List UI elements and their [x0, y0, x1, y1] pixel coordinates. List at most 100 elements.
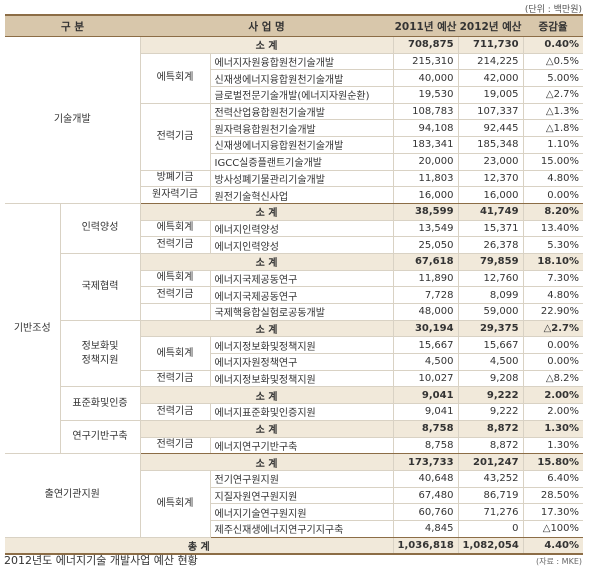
subtotal-label: 소 계	[140, 453, 394, 471]
value-cell: 201,247	[457, 453, 524, 471]
rate-cell: 13.40%	[522, 220, 584, 238]
project-name: 에너지자원정책연구	[209, 353, 394, 371]
value-cell: 1,082,054	[457, 536, 524, 556]
table-row: 기반조성 인력양성 소 계 38,599 41,749 8.20%	[5, 203, 584, 455]
label-line: 전력기금	[156, 239, 194, 251]
table-body: 기술개발 소 계 708,875 711,730 0.40% 에특회계 에너지자원융합원천기…	[5, 36, 584, 556]
project-name: 원전기술혁신사업	[209, 186, 394, 204]
rate-cell: 18.10%	[522, 253, 584, 271]
value-cell: 12,370	[457, 170, 524, 188]
table-row: 원자력융합원천기술개발 94,108 92,445 △1.8%	[5, 119, 584, 138]
project-name: 에너지연구기반구축	[209, 437, 394, 455]
value-cell: 108,783	[392, 103, 459, 121]
rate-cell: △2.7%	[522, 86, 584, 104]
project-name: IGCC실증플랜트기술개발	[209, 153, 394, 171]
label-line: 국제협력	[81, 280, 119, 292]
rate-cell: 17.30%	[522, 503, 584, 521]
project-name: 에너지기술연구원지원	[209, 503, 394, 521]
value-cell: 214,225	[457, 53, 524, 71]
rate-cell: 28.50%	[522, 487, 584, 505]
value-cell: 79,859	[457, 253, 524, 271]
subtotal-label: 소 계	[140, 36, 394, 54]
header-cell: 2011년 예산	[393, 14, 459, 37]
section-cell: 기술개발	[5, 36, 141, 204]
table-row: 표준화및인증 소 계 9,041 9,222 2.00%	[5, 386, 584, 421]
rate-cell: 0.00%	[522, 336, 584, 355]
section-cell: 출연기관지원	[5, 453, 141, 538]
table-row: 국제협력 소 계 67,618 79,859 18.10%	[5, 253, 584, 321]
table-row: 제주신재생에너지연구기지구축 4,845 0 △100%	[5, 520, 584, 538]
account-cell: 에특회계	[140, 53, 211, 104]
rate-cell: 1.30%	[522, 437, 584, 455]
account-cell: 전력기금	[140, 286, 211, 304]
rate-cell: △0.5%	[522, 53, 584, 71]
unit-note: (단위 : 백만원)	[524, 5, 582, 15]
subtotal-label: 소 계	[140, 203, 394, 221]
value-cell: 107,337	[457, 103, 524, 121]
label-line: 기술개발	[53, 113, 91, 125]
value-cell: 11,890	[392, 270, 459, 288]
account-cell: 전력기금	[140, 236, 211, 254]
label-line: 표준화및인증	[72, 397, 128, 409]
rate-cell: △1.3%	[522, 103, 584, 121]
header-cell: 구 분	[5, 14, 141, 37]
account-cell: 에특회계	[140, 336, 211, 371]
value-cell: 41,749	[457, 203, 524, 221]
rate-cell: 6.40%	[522, 470, 584, 488]
value-cell: 86,719	[457, 487, 524, 505]
table-row: 에특회계 에너지정보화및정책지원 15,667 15,667 0.00%	[5, 336, 584, 371]
table-row: 기술개발 소 계 708,875 711,730 0.40%	[5, 36, 584, 204]
value-cell: 30,194	[392, 320, 459, 338]
value-cell: 708,875	[392, 36, 459, 54]
table-row: 전력기금 에너지국제공동연구 7,728 8,099 4.80%	[5, 286, 584, 304]
value-cell: 16,000	[392, 186, 459, 204]
table-row: 지질자원연구원지원 67,480 86,719 28.50%	[5, 487, 584, 505]
rate-cell: △100%	[522, 520, 584, 538]
label-line: 에특회계	[156, 72, 194, 84]
rate-cell: △1.8%	[522, 119, 584, 138]
table-row: 방폐기금 방사성폐기물관리기술개발 11,803 12,370 4.80%	[5, 170, 584, 188]
value-cell: 15,667	[392, 336, 459, 355]
caption: 2012년도 에너지기술 개발사업 예산 현황	[4, 554, 198, 567]
label-line: 전력기금	[156, 130, 194, 142]
source: (자료 : MKE)	[536, 557, 582, 566]
project-name: 지질자원연구원지원	[209, 487, 394, 505]
rate-cell: 15.80%	[522, 453, 584, 471]
value-cell: 67,480	[392, 487, 459, 505]
rate-cell: 1.10%	[522, 136, 584, 154]
value-cell: 67,618	[392, 253, 459, 271]
value-cell: 40,000	[392, 69, 459, 88]
label-line: 연구기반구축	[72, 431, 128, 442]
value-cell: 42,000	[457, 69, 524, 88]
value-cell: 19,005	[457, 86, 524, 104]
table-row: IGCC실증플랜트기술개발 20,000 23,000 15.00%	[5, 153, 584, 171]
value-cell: 23,000	[457, 153, 524, 171]
rate-cell: △2.7%	[522, 320, 584, 338]
value-cell: 71,276	[457, 503, 524, 521]
project-name: 국제핵융합실험로공동개발	[209, 303, 394, 321]
project-name: 원자력융합원천기술개발	[209, 119, 394, 138]
project-name: 에너지자원융합원천기술개발	[209, 53, 394, 71]
table-row: 에특회계 에너지인력양성 13,549 15,371 13.40%	[5, 220, 584, 238]
rate-cell: 7.30%	[522, 270, 584, 288]
rate-cell: 0.00%	[522, 186, 584, 204]
value-cell: 43,252	[457, 470, 524, 488]
header-cell: 증감율	[523, 14, 584, 37]
rate-cell: 0.00%	[522, 353, 584, 371]
value-cell: 20,000	[392, 153, 459, 171]
value-cell: 4,500	[457, 353, 524, 371]
table-row: 에특회계 전기연구원지원 40,648 43,252 6.40%	[5, 470, 584, 538]
value-cell: 26,378	[457, 236, 524, 254]
project-name: 에너지표준화및인증지원	[209, 403, 394, 421]
total-label: 총 계	[5, 536, 394, 556]
project-name: 전력산업융합원천기술개발	[209, 103, 394, 121]
project-name: 에너지인력양성	[209, 220, 394, 238]
value-cell: 11,803	[392, 170, 459, 188]
subtotal-label: 소 계	[140, 253, 394, 271]
value-cell: 16,000	[457, 186, 524, 204]
group-cell: 연구기반구축	[60, 420, 141, 455]
label-line: 정보화및	[81, 340, 119, 352]
value-cell: 711,730	[457, 36, 524, 54]
label-line: 원자력기금	[152, 189, 199, 201]
value-cell: 19,530	[392, 86, 459, 104]
